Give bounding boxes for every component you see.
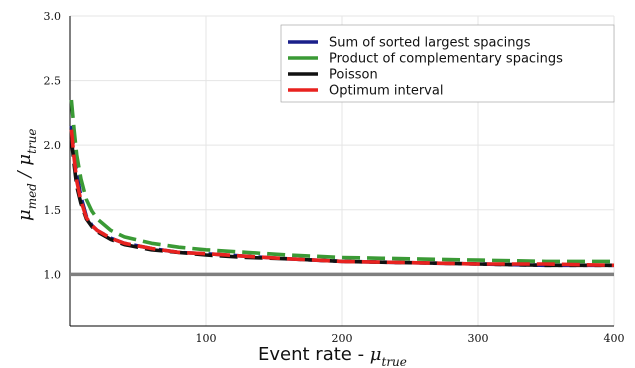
legend-label: Product of complementary spacings [329,52,563,67]
x-tick-label: 200 [332,332,353,345]
series-line-4 [69,129,615,268]
y-tick-label: 3.0 [44,10,62,23]
y-tick-label: 1.0 [44,268,62,281]
legend-label: Poisson [329,68,378,83]
legend-label: Sum of sorted largest spacings [329,36,531,51]
x-tick-label: 100 [196,332,217,345]
tick-labels: 100 200 300 400 1.0 1.5 2.0 2.5 3.0 [44,10,625,345]
series-line-2 [69,99,614,264]
legend-label: Optimum interval [329,84,443,99]
x-axis-label: Event rate - μtrue [258,344,407,368]
x-tick-label: 400 [604,332,625,345]
series-lines [69,99,615,268]
y-tick-label: 1.5 [44,204,62,217]
y-axis-label: μmed / μtrue [14,129,39,221]
y-tick-label: 2.5 [44,75,62,88]
legend-box [280,24,615,103]
x-tick-label: 300 [468,332,489,345]
y-tick-label: 2.0 [44,139,62,152]
